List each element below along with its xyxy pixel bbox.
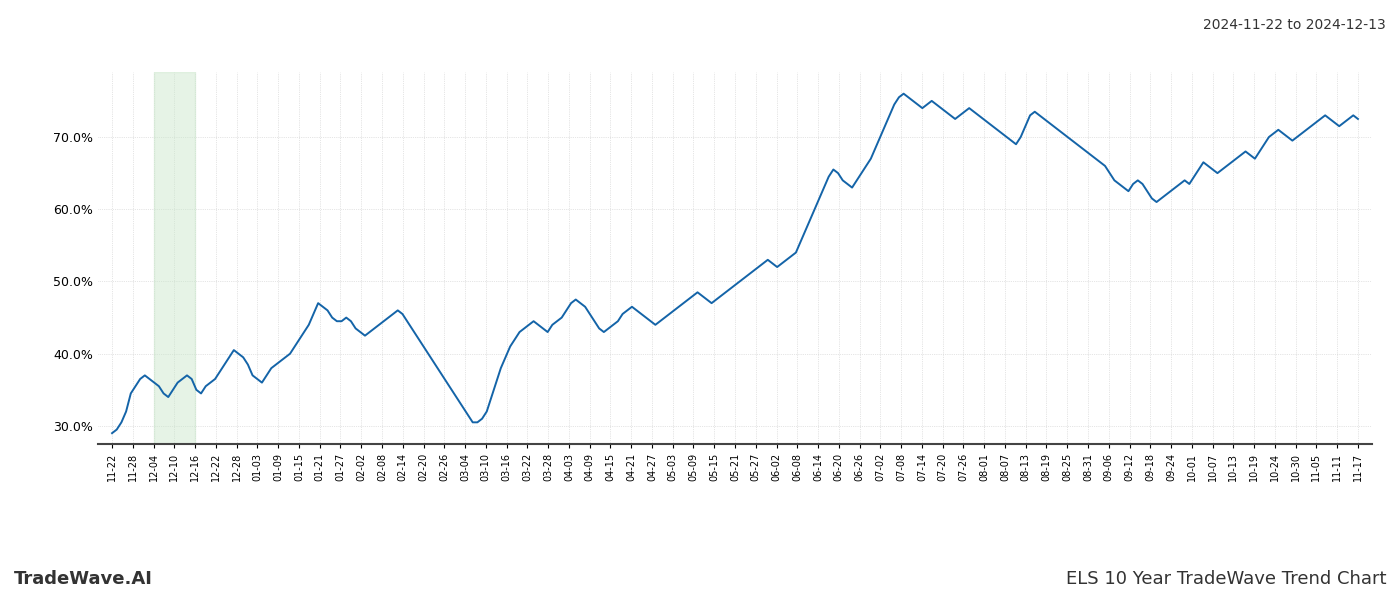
Text: TradeWave.AI: TradeWave.AI xyxy=(14,570,153,588)
Text: ELS 10 Year TradeWave Trend Chart: ELS 10 Year TradeWave Trend Chart xyxy=(1065,570,1386,588)
Text: 2024-11-22 to 2024-12-13: 2024-11-22 to 2024-12-13 xyxy=(1203,18,1386,32)
Bar xyxy=(154,72,195,444)
